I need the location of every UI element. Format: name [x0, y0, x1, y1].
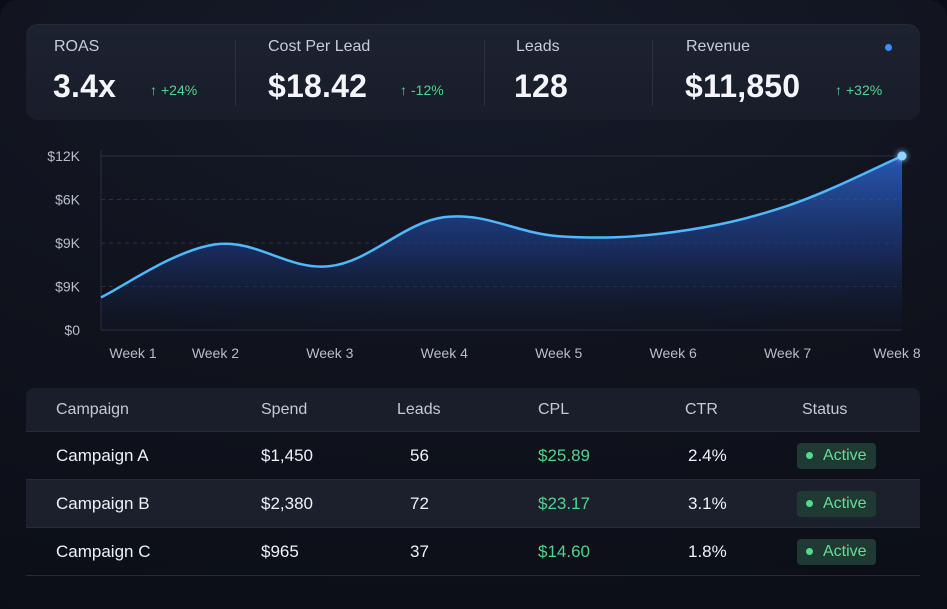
- status-dot-icon: [806, 500, 813, 507]
- column-header-cpl[interactable]: CPL: [538, 400, 570, 418]
- ctr-value: 1.8%: [688, 541, 727, 561]
- x-tick-label: Week 4: [421, 345, 468, 361]
- x-tick-label: Week 5: [535, 345, 582, 361]
- ctr-value: 3.1%: [688, 493, 727, 513]
- table-row[interactable]: Campaign A $1,450 56 $25.89 2.4% Active: [26, 431, 920, 479]
- x-tick-label: Week 7: [764, 345, 811, 361]
- kpi-label: Revenue: [686, 38, 751, 55]
- kpi-delta: ↑ +24%: [150, 82, 197, 98]
- spend-value: $2,380: [261, 493, 313, 513]
- cpl-value: $23.17: [538, 493, 590, 513]
- spend-value: $965: [261, 541, 299, 561]
- status-cell: Active: [797, 528, 876, 575]
- spend-value: $1,450: [261, 445, 313, 465]
- kpi-roas[interactable]: ROAS 3.4x ↑ +24%: [53, 24, 234, 120]
- x-tick-label: Week 1: [109, 345, 156, 361]
- kpi-leads[interactable]: Leads 128: [514, 24, 645, 120]
- revenue-chart: $12K $6K $9K $9K $0 Week 1 Week 2 Week 3 Week 4…: [30, 140, 921, 370]
- live-indicator-icon: [885, 44, 892, 51]
- status-badge: Active: [797, 490, 876, 517]
- kpi-delta-value: +24%: [161, 82, 198, 98]
- kpi-revenue[interactable]: Revenue $11,850 ↑ +32%: [685, 24, 905, 120]
- kpi-value: $11,850: [685, 68, 801, 104]
- leads-value: 37: [410, 541, 429, 561]
- kpi-delta-value: +32%: [846, 82, 883, 98]
- campaign-name: Campaign A: [56, 445, 149, 465]
- column-header-campaign[interactable]: Campaign: [56, 400, 129, 418]
- kpi-value: 3.4x: [53, 68, 117, 104]
- x-tick-label: Week 8: [873, 345, 920, 361]
- status-text: Active: [823, 446, 867, 464]
- campaign-name: Campaign B: [56, 493, 150, 513]
- table-header: Campaign Spend Leads CPL CTR Status: [26, 388, 920, 431]
- status-badge: Active: [797, 538, 876, 565]
- leads-value: 72: [410, 493, 429, 513]
- y-tick-label: $9K: [55, 235, 81, 251]
- x-tick-label: Week 6: [650, 345, 697, 361]
- leads-value: 56: [410, 445, 429, 465]
- y-tick-label: $12K: [47, 148, 80, 164]
- chart-svg: $12K $6K $9K $9K $0 Week 1 Week 2 Week 3 Week 4…: [47, 148, 921, 361]
- kpi-label: ROAS: [54, 38, 100, 55]
- kpi-divider: [484, 40, 485, 106]
- kpi-divider: [235, 40, 236, 106]
- status-text: Active: [823, 542, 867, 560]
- cpl-value: $14.60: [538, 541, 590, 561]
- table-row[interactable]: Campaign C $965 37 $14.60 1.8% Active: [26, 527, 920, 576]
- arrow-up-icon: ↑: [835, 82, 842, 98]
- y-tick-label: $0: [64, 322, 80, 338]
- campaign-table: Campaign Spend Leads CPL CTR Status Camp…: [26, 388, 920, 578]
- status-text: Active: [823, 494, 867, 512]
- ctr-value: 2.4%: [688, 445, 727, 465]
- status-dot-icon: [806, 452, 813, 459]
- cpl-value: $25.89: [538, 445, 590, 465]
- column-header-status[interactable]: Status: [802, 400, 848, 418]
- kpi-value: $18.42: [268, 68, 368, 104]
- data-point[interactable]: [897, 151, 907, 161]
- column-header-leads[interactable]: Leads: [397, 400, 441, 418]
- column-header-spend[interactable]: Spend: [261, 400, 308, 418]
- x-tick-label: Week 2: [192, 345, 239, 361]
- kpi-strip: ROAS 3.4x ↑ +24% Cost Per Lead $18.42 ↑ -1…: [26, 24, 920, 120]
- kpi-cost-per-lead[interactable]: Cost Per Lead $18.42 ↑ -12%: [268, 24, 478, 120]
- kpi-delta-value: -12%: [411, 82, 444, 98]
- table-row[interactable]: Campaign B $2,380 72 $23.17 3.1% Active: [26, 479, 920, 527]
- arrow-up-icon: ↑: [400, 82, 407, 98]
- status-cell: Active: [797, 480, 876, 527]
- y-tick-label: $9K: [55, 279, 81, 295]
- kpi-label: Cost Per Lead: [268, 38, 371, 55]
- arrow-up-icon: ↑: [150, 82, 157, 98]
- kpi-delta: ↑ -12%: [400, 82, 444, 98]
- kpi-divider: [652, 40, 653, 106]
- kpi-label: Leads: [516, 38, 560, 55]
- kpi-delta: ↑ +32%: [835, 82, 882, 98]
- revenue-area: [101, 156, 902, 330]
- column-header-ctr[interactable]: CTR: [685, 400, 718, 418]
- status-dot-icon: [806, 548, 813, 555]
- y-tick-label: $6K: [55, 192, 81, 208]
- kpi-value: 128: [514, 68, 568, 104]
- status-cell: Active: [797, 432, 876, 479]
- campaign-name: Campaign C: [56, 541, 151, 561]
- status-badge: Active: [797, 442, 876, 469]
- revenue-line: [100, 154, 903, 299]
- x-tick-label: Week 3: [306, 345, 353, 361]
